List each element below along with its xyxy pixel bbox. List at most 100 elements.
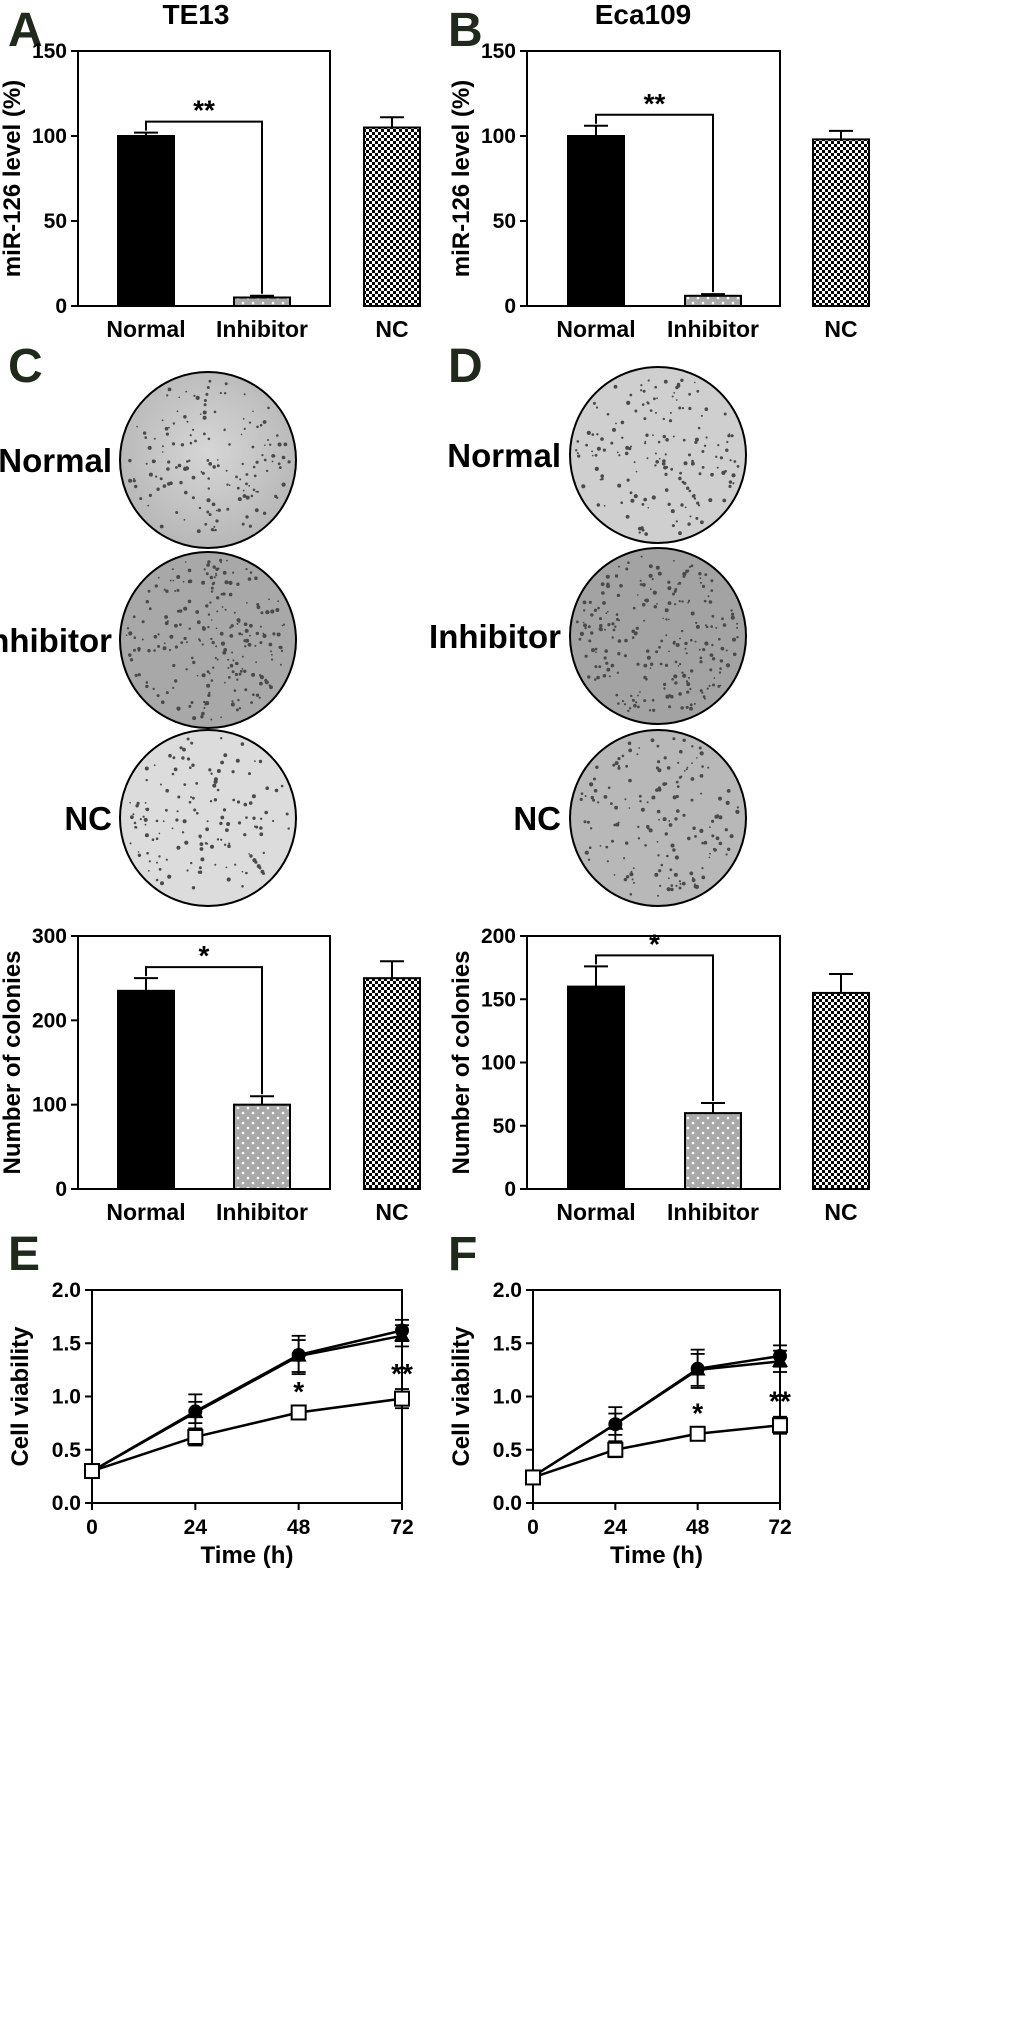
colony-dot	[708, 856, 711, 859]
colony-dot	[128, 478, 133, 483]
colony-dot	[264, 444, 266, 447]
colony-dot	[171, 772, 175, 776]
colony-dot	[715, 626, 718, 629]
colony-dot	[676, 785, 680, 788]
colony-dot	[679, 471, 682, 475]
colony-dot	[698, 572, 702, 576]
colony-dot	[699, 774, 704, 778]
colony-dot	[155, 837, 159, 840]
colony-dot	[642, 389, 646, 393]
colony-dot	[235, 708, 239, 712]
colony-dot	[590, 613, 594, 617]
colony-dot	[191, 496, 195, 500]
colony-dot	[693, 497, 697, 500]
colony-dot	[178, 609, 183, 613]
colony-dot	[640, 389, 643, 392]
colony-dot	[216, 769, 221, 773]
colony-dot	[665, 618, 668, 621]
colony-dot	[211, 619, 213, 621]
colony-dot	[643, 675, 647, 680]
colony-dot	[657, 894, 659, 897]
colony-dot	[584, 626, 587, 630]
colony-dot	[686, 706, 689, 709]
colony-dot	[187, 599, 192, 604]
colony-dot	[612, 763, 616, 767]
colony-dot	[595, 651, 597, 653]
colony-dot	[231, 670, 235, 674]
colony-dot	[146, 851, 149, 855]
colony-dot	[181, 756, 185, 760]
y-tick-label-d: 100	[481, 1052, 516, 1075]
colony-dot	[209, 601, 212, 604]
colony-dot	[690, 638, 693, 642]
colony-dot	[653, 605, 657, 609]
colony-dot	[628, 778, 632, 783]
colony-dot	[165, 788, 169, 793]
colony-dot	[259, 423, 263, 427]
colony-dot	[615, 422, 617, 425]
colony-dot	[177, 795, 181, 799]
significance-label-f: **	[769, 1386, 791, 1417]
colony-dot	[576, 440, 580, 443]
colony-dot	[224, 681, 226, 684]
colony-dot	[262, 420, 267, 424]
colony-dot	[156, 694, 160, 698]
colony-dot	[730, 615, 735, 620]
colony-dot	[728, 433, 731, 435]
colony-dot	[676, 382, 681, 387]
bar-nc-b	[812, 138, 870, 307]
colony-dot	[216, 596, 220, 600]
colony-dot	[675, 643, 680, 647]
colony-dot	[657, 768, 662, 773]
colony-dot	[732, 652, 737, 657]
colony-dot	[241, 462, 244, 466]
series-line-normal-f	[532, 1354, 781, 1478]
colony-dot	[662, 617, 664, 620]
colony-dot	[176, 588, 180, 592]
colony-dot	[223, 843, 227, 846]
colony-dot	[215, 645, 218, 648]
colony-dot	[725, 649, 728, 652]
colony-dot	[182, 819, 187, 824]
colony-dot	[191, 763, 195, 767]
colony-dot	[212, 503, 216, 506]
colony-dot	[202, 410, 207, 415]
colony-dot	[610, 663, 615, 668]
colony-dot	[683, 572, 687, 576]
colony-dot	[599, 617, 602, 621]
colony-dot	[175, 511, 179, 514]
colony-dot	[259, 817, 263, 820]
colony-dot	[276, 434, 279, 437]
colony-dot	[620, 501, 623, 505]
colony-dot	[673, 559, 675, 562]
colony-dot	[125, 634, 128, 636]
colony-dot	[208, 672, 211, 675]
colony-dot	[703, 840, 708, 845]
colony-dot	[219, 558, 223, 562]
colony-dot	[215, 509, 218, 512]
colony-dot	[680, 629, 684, 633]
colony-dot	[265, 786, 270, 790]
colony-dot	[707, 595, 710, 598]
colony-dot	[227, 844, 231, 848]
colony-dot	[159, 477, 163, 481]
colony-dot	[688, 676, 690, 679]
colony-dot	[242, 494, 247, 498]
colony-dot	[661, 462, 666, 466]
colony-dot	[196, 811, 199, 815]
colony-dot	[176, 410, 179, 413]
panel-letter-b: B	[448, 4, 483, 57]
colony-dot	[226, 877, 231, 882]
colony-dot	[722, 498, 727, 503]
x-category-label-d: NC	[824, 1199, 857, 1225]
colony-dot	[161, 451, 164, 453]
colony-dot	[633, 703, 637, 708]
x-category-label-a: Normal	[106, 316, 185, 342]
colony-dot	[689, 871, 694, 876]
colony-dot	[693, 884, 698, 889]
colony-dot	[225, 866, 228, 869]
colony-dot	[213, 576, 216, 579]
colony-dot	[184, 840, 189, 845]
chart-f-viability-eca109: 0.0 0.5 1.0 1.5 2.0 0 24 48 72 Cell viability Time…	[448, 1279, 792, 1569]
colony-dot	[730, 609, 733, 612]
